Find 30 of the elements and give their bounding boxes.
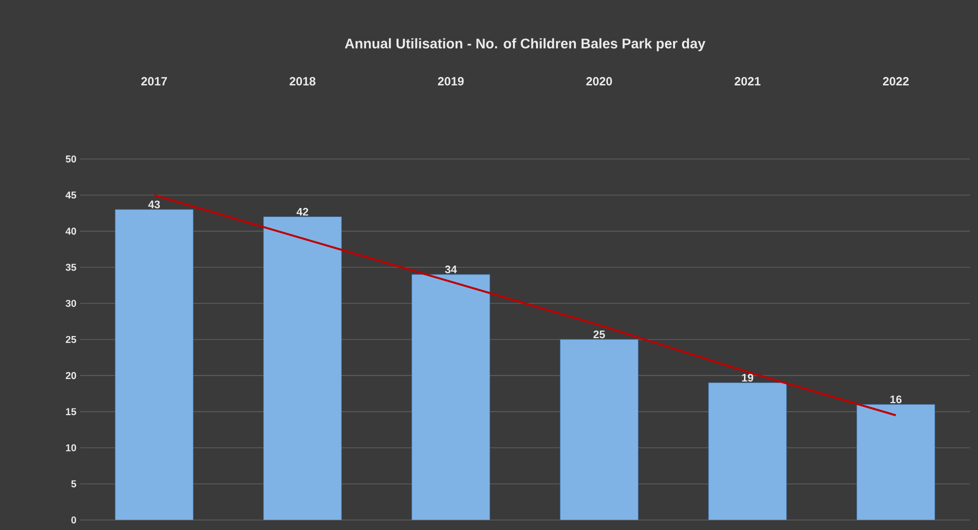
x-tick-label: 2021 [734, 77, 760, 86]
y-tick-label: 45 [66, 192, 76, 199]
x-tick-label: 2022 [882, 77, 909, 86]
y-tick-label: 50 [66, 155, 76, 163]
chart-title: Annual Utilisation - No. of Children Bales Park per day [344, 38, 706, 52]
x-tick-label: 2019 [438, 77, 464, 86]
data-label: 43 [148, 200, 160, 208]
data-label: 25 [593, 330, 605, 338]
bar [114, 209, 194, 520]
x-tick-label: 2017 [141, 77, 167, 86]
y-tick-label: 35 [66, 264, 76, 271]
y-tick-label: 25 [66, 336, 76, 344]
bar [856, 404, 936, 520]
y-tick-label: 20 [66, 372, 76, 380]
bar [708, 382, 787, 520]
bar [560, 339, 638, 520]
data-label: 42 [296, 208, 308, 216]
data-label: 34 [445, 266, 457, 274]
data-label: 19 [742, 374, 754, 382]
y-tick-label: 40 [66, 228, 76, 235]
bar [412, 274, 490, 520]
y-tick-label: 30 [66, 300, 76, 307]
y-tick-label: 15 [66, 408, 76, 416]
x-tick-label: 2018 [290, 77, 316, 86]
y-tick-label: 0 [71, 516, 76, 524]
y-tick-label: 10 [66, 444, 76, 452]
x-tick-label: 2020 [586, 77, 612, 86]
bar [263, 216, 342, 520]
y-tick-label: 5 [71, 480, 76, 488]
data-label: 16 [890, 396, 902, 404]
